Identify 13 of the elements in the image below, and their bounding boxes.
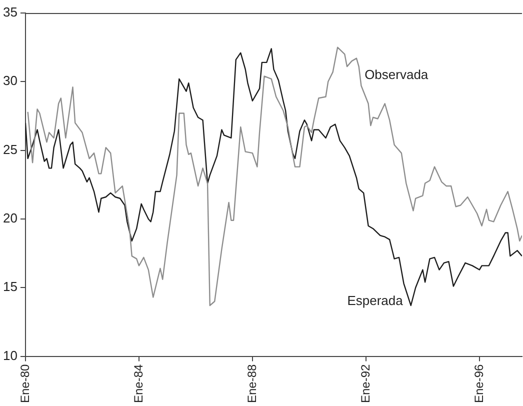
y-tick-label: 35 bbox=[2, 4, 18, 20]
series-label: Observada bbox=[364, 66, 429, 82]
x-tick-label: Ene-80 bbox=[18, 364, 32, 404]
x-tick-label: Ene-88 bbox=[244, 364, 259, 404]
x-tick-label: Ene-92 bbox=[358, 364, 372, 404]
y-tick-label: 10 bbox=[2, 348, 18, 363]
y-tick-label: 30 bbox=[2, 73, 18, 88]
y-tick-label: 20 bbox=[2, 210, 18, 226]
y-tick-label: 15 bbox=[2, 279, 18, 294]
x-tick-label: Ene-84 bbox=[131, 364, 146, 404]
y-tick-label: 25 bbox=[2, 142, 18, 157]
x-tick-label: Ene-96 bbox=[472, 364, 486, 404]
series-label: Esperada bbox=[347, 293, 404, 308]
